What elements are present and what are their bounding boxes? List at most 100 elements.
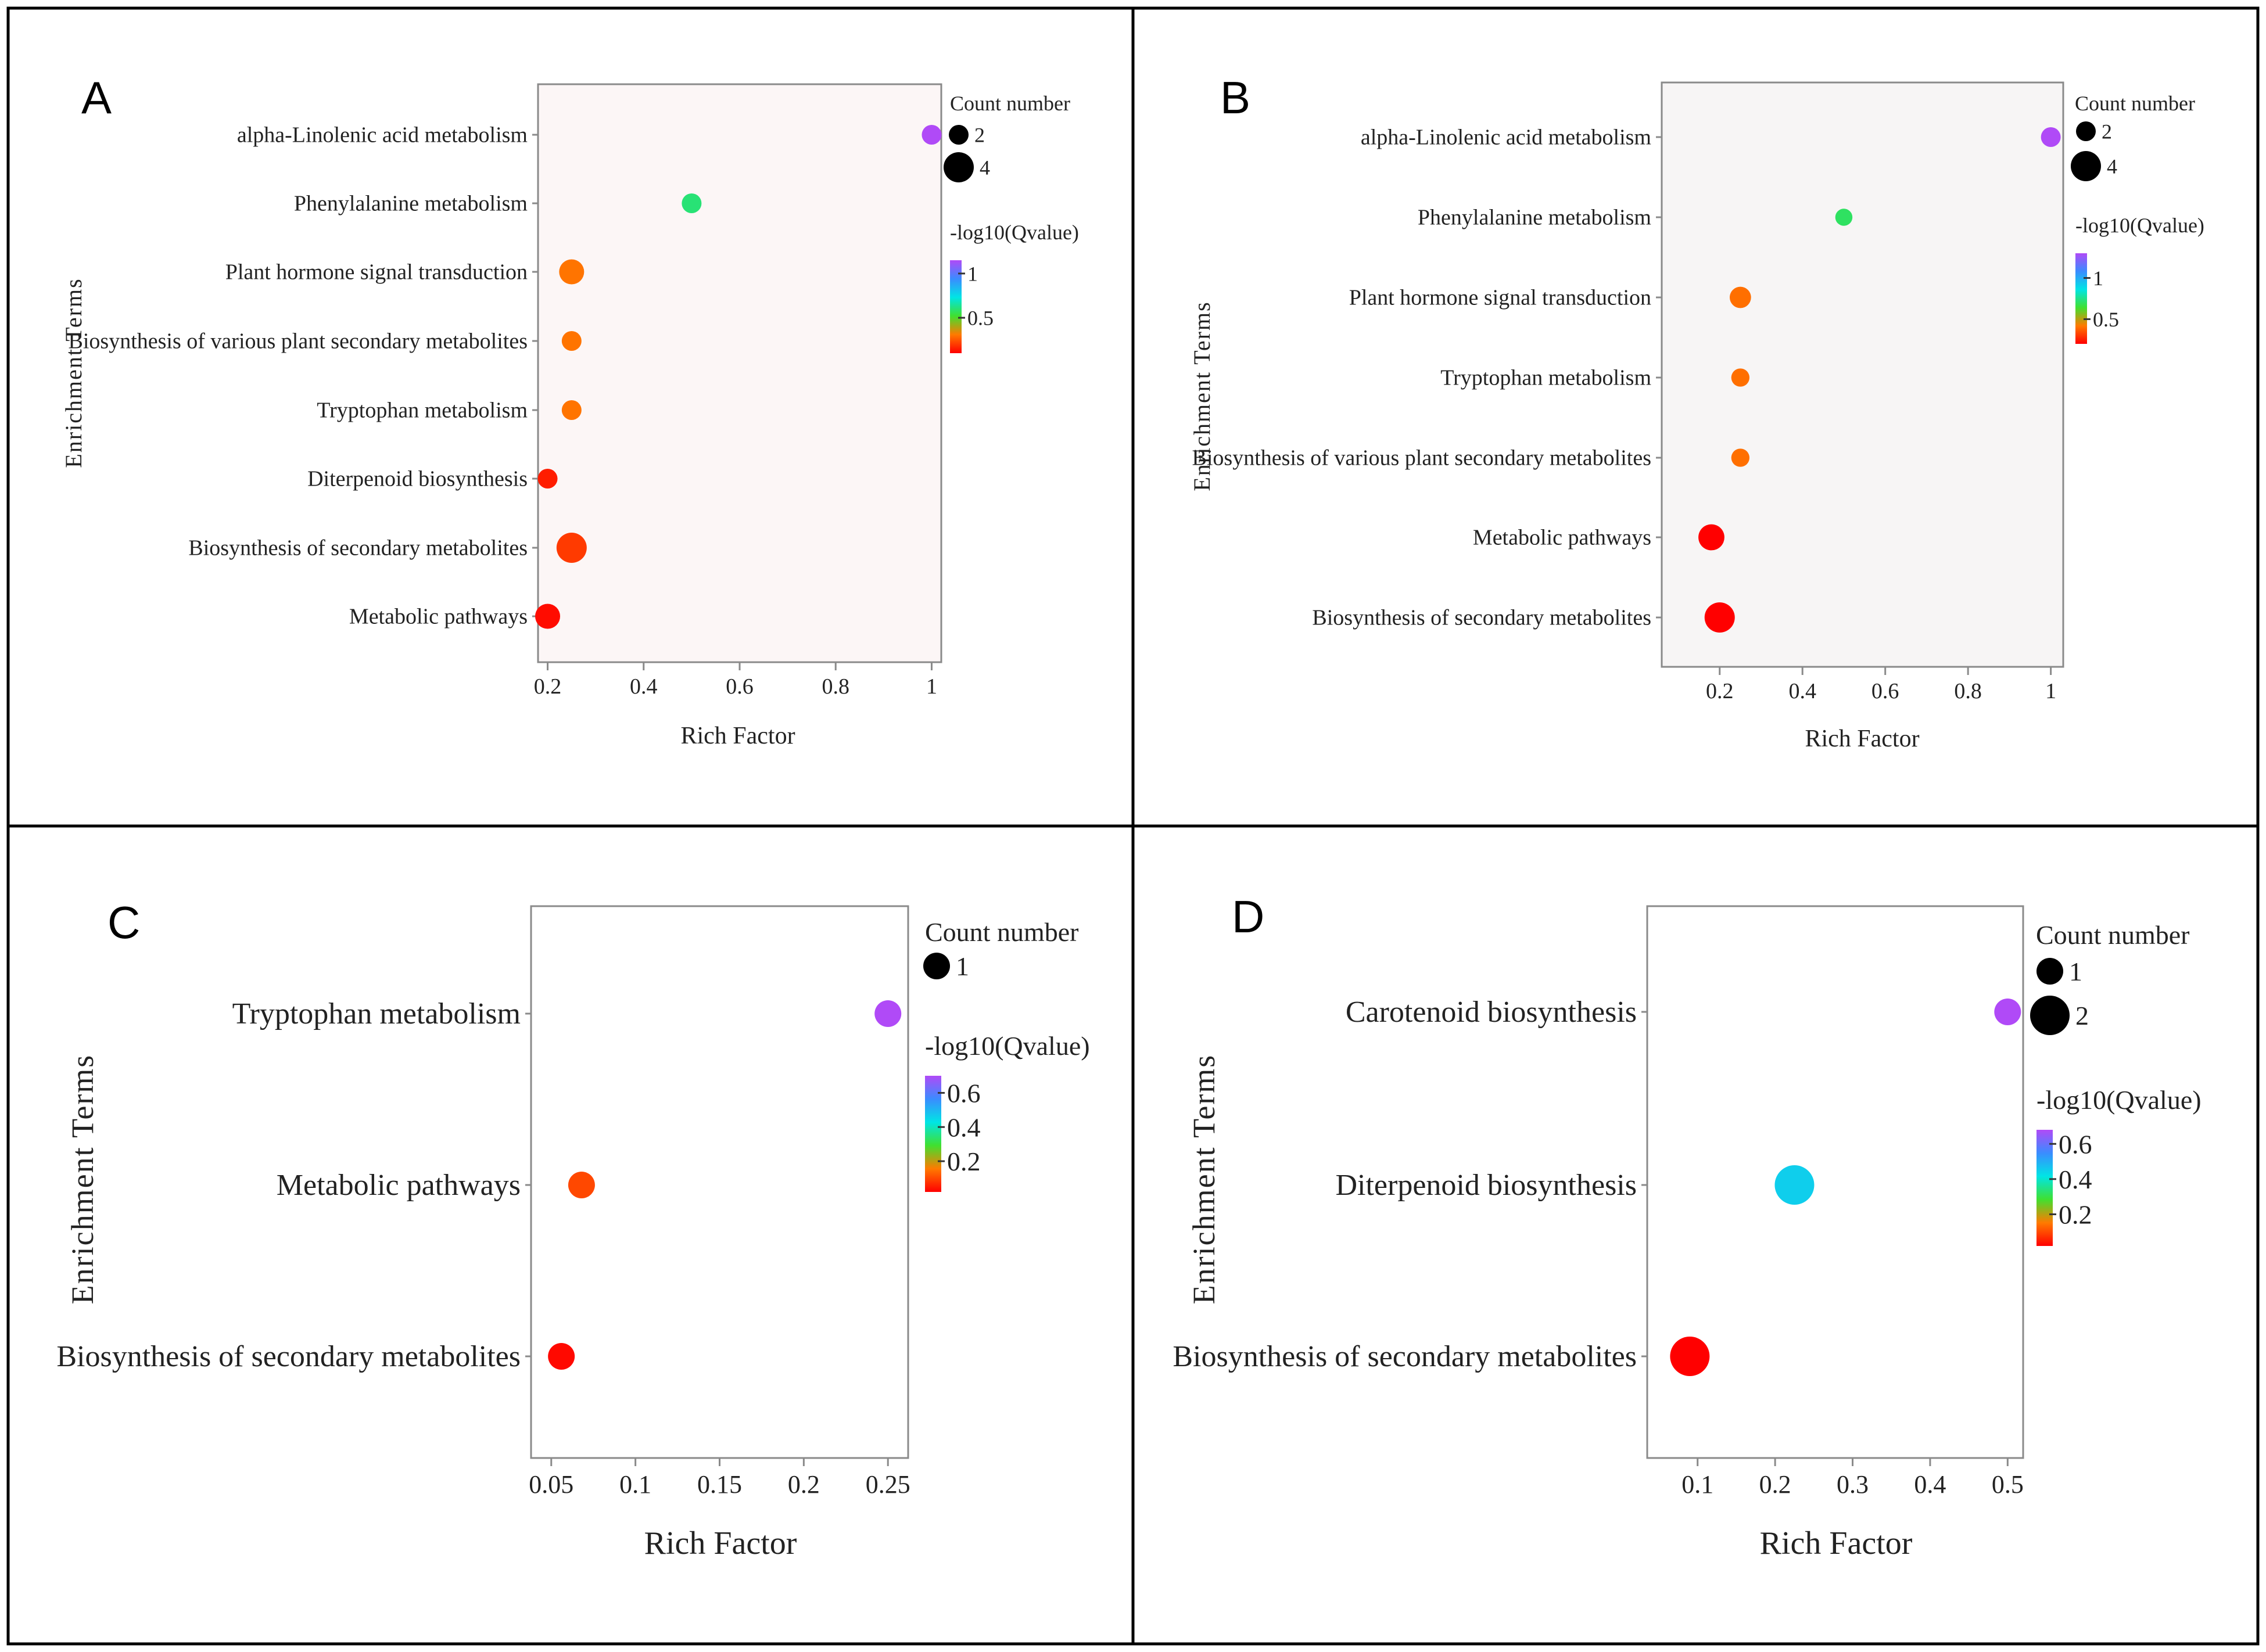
x-tick-label: 0.2: [1706, 679, 1734, 703]
size-legend-dot: [2076, 121, 2096, 141]
panel-c: C 0.05 0.1 0.15 0.2 0.25 Rich Factor Enrichment…: [56, 897, 1089, 1561]
color-bar: [2036, 1130, 2053, 1246]
x-tick-label: 0.6: [1871, 679, 1899, 703]
color-bar-label: 0.5: [2093, 308, 2119, 331]
panel-letter: B: [1220, 72, 1250, 123]
enrichment-point: [2041, 127, 2061, 147]
enrichment-point: [1730, 286, 1751, 308]
x-tick-label: 1: [2045, 679, 2056, 703]
enrichment-point: [535, 604, 561, 629]
term-label: Metabolic pathways: [349, 605, 528, 629]
size-legend-dot: [2036, 958, 2063, 985]
enrichment-point: [1731, 448, 1750, 467]
term-label: Diterpenoid biosynthesis: [307, 467, 528, 491]
color-legend-title: -log10(Qvalue): [950, 221, 1079, 244]
x-axis-title: Rich Factor: [680, 723, 795, 749]
color-bar: [950, 260, 962, 353]
color-bar-label: 1: [967, 262, 978, 285]
color-bar-label: 0.6: [2059, 1129, 2092, 1159]
y-axis-title: Enrichment Terms: [1189, 301, 1215, 491]
enrichment-point: [556, 533, 587, 563]
term-label: Biosynthesis of various plant secondary …: [69, 329, 528, 354]
color-legend-title: -log10(Qvalue): [2036, 1085, 2202, 1115]
plot-area: [1661, 81, 2064, 668]
plot-area: [1646, 905, 2024, 1459]
enrichment-point: [1704, 602, 1735, 633]
x-tick-label: 0.4: [630, 674, 658, 699]
color-bar-label: 0.6: [947, 1079, 981, 1108]
size-legend-dot: [923, 953, 950, 979]
y-axis-title: Enrichment Terms: [65, 1054, 100, 1305]
color-bar-label: 0.4: [947, 1112, 981, 1142]
x-tick-label: 0.5: [1992, 1470, 2024, 1499]
size-legend-dot: [944, 152, 974, 182]
size-legend-label: 2: [2102, 120, 2112, 143]
size-legend-label: 2: [974, 124, 985, 147]
x-tick-label: 0.4: [1914, 1470, 1946, 1499]
term-label: Diterpenoid biosynthesis: [1335, 1169, 1637, 1202]
enrichment-point: [1774, 1165, 1815, 1205]
x-tick-label: 0.3: [1837, 1470, 1869, 1499]
color-legend-title: -log10(Qvalue): [2075, 214, 2204, 237]
enrichment-point: [1835, 209, 1853, 226]
color-bar-label: 0.5: [967, 307, 994, 330]
term-label: Phenylalanine metabolism: [1418, 206, 1651, 230]
size-legend-title: Count number: [2075, 92, 2195, 115]
panel-d: D 0.1 0.2 0.3 0.4 0.5 Rich Factor Enrichment Te…: [1173, 891, 2201, 1561]
x-tick-label: 0.2: [788, 1470, 820, 1499]
color-bar-label: 0.2: [947, 1147, 981, 1176]
term-label: Metabolic pathways: [1473, 526, 1651, 550]
size-legend-dot: [2071, 151, 2101, 181]
color-bar-label: 0.4: [2059, 1165, 2092, 1194]
term-label: Biosynthesis of secondary metabolites: [188, 536, 528, 561]
plot-area: [537, 83, 942, 663]
term-label: alpha-Linolenic acid metabolism: [1361, 125, 1651, 150]
term-label: Biosynthesis of secondary metabolites: [56, 1340, 521, 1373]
enrichment-point: [922, 125, 942, 145]
x-tick-label: 0.8: [1954, 679, 1982, 703]
enrichment-point: [874, 1000, 902, 1027]
x-tick-label: 0.2: [534, 674, 562, 699]
term-label: Plant hormone signal transduction: [225, 260, 528, 285]
x-tick-label: 0.8: [822, 674, 849, 699]
enrichment-point: [548, 1343, 575, 1370]
size-legend-title: Count number: [2036, 920, 2189, 950]
enrichment-point: [568, 1172, 595, 1198]
enrichment-point: [1670, 1337, 1710, 1376]
size-legend-label: 2: [2075, 1001, 2089, 1030]
color-bar-label: 1: [2093, 267, 2103, 290]
color-legend-title: -log10(Qvalue): [925, 1031, 1090, 1061]
term-label: Biosynthesis of secondary metabolites: [1173, 1340, 1637, 1373]
term-label: alpha-Linolenic acid metabolism: [237, 123, 528, 148]
term-label: Biosynthesis of secondary metabolites: [1312, 606, 1651, 630]
term-label: Tryptophan metabolism: [317, 398, 528, 423]
enrichment-point: [1731, 368, 1750, 387]
color-bar: [2075, 253, 2087, 344]
enrichment-point: [561, 400, 582, 420]
size-legend-label: 4: [2107, 155, 2117, 178]
enrichment-point: [682, 193, 702, 213]
figure-grid-frame: [6, 6, 2260, 1646]
size-legend-title: Count number: [925, 917, 1078, 947]
y-axis-title: Enrichment Terms: [1186, 1054, 1221, 1305]
size-legend-label: 1: [2069, 957, 2082, 986]
x-axis-title: Rich Factor: [1760, 1525, 1913, 1561]
panel-b: B 0.2 0.4 0.6 0.8 1 Rich Factor Enrichment Term…: [1189, 72, 2204, 752]
enrichment-point: [1698, 524, 1724, 551]
term-label: Carotenoid biosynthesis: [1346, 996, 1637, 1029]
term-label: Phenylalanine metabolism: [294, 192, 528, 216]
enrichment-point: [559, 259, 585, 285]
color-bar-label: 0.2: [2059, 1200, 2092, 1230]
term-label: Plant hormone signal transduction: [1349, 286, 1651, 310]
x-tick-label: 0.15: [697, 1470, 742, 1499]
size-legend-label: 1: [956, 951, 969, 981]
term-label: Tryptophan metabolism: [232, 997, 521, 1030]
panel-a: A 0.2 0.4 0.6 0.8 1 Rich Factor Enrichment Term…: [60, 72, 1079, 749]
enrichment-point: [1994, 999, 2021, 1025]
term-label: Tryptophan metabolism: [1440, 366, 1651, 390]
x-tick-label: 0.25: [866, 1470, 910, 1499]
x-tick-label: 0.05: [529, 1470, 573, 1499]
size-legend-dot: [2030, 996, 2070, 1035]
x-tick-label: 1: [926, 674, 937, 699]
